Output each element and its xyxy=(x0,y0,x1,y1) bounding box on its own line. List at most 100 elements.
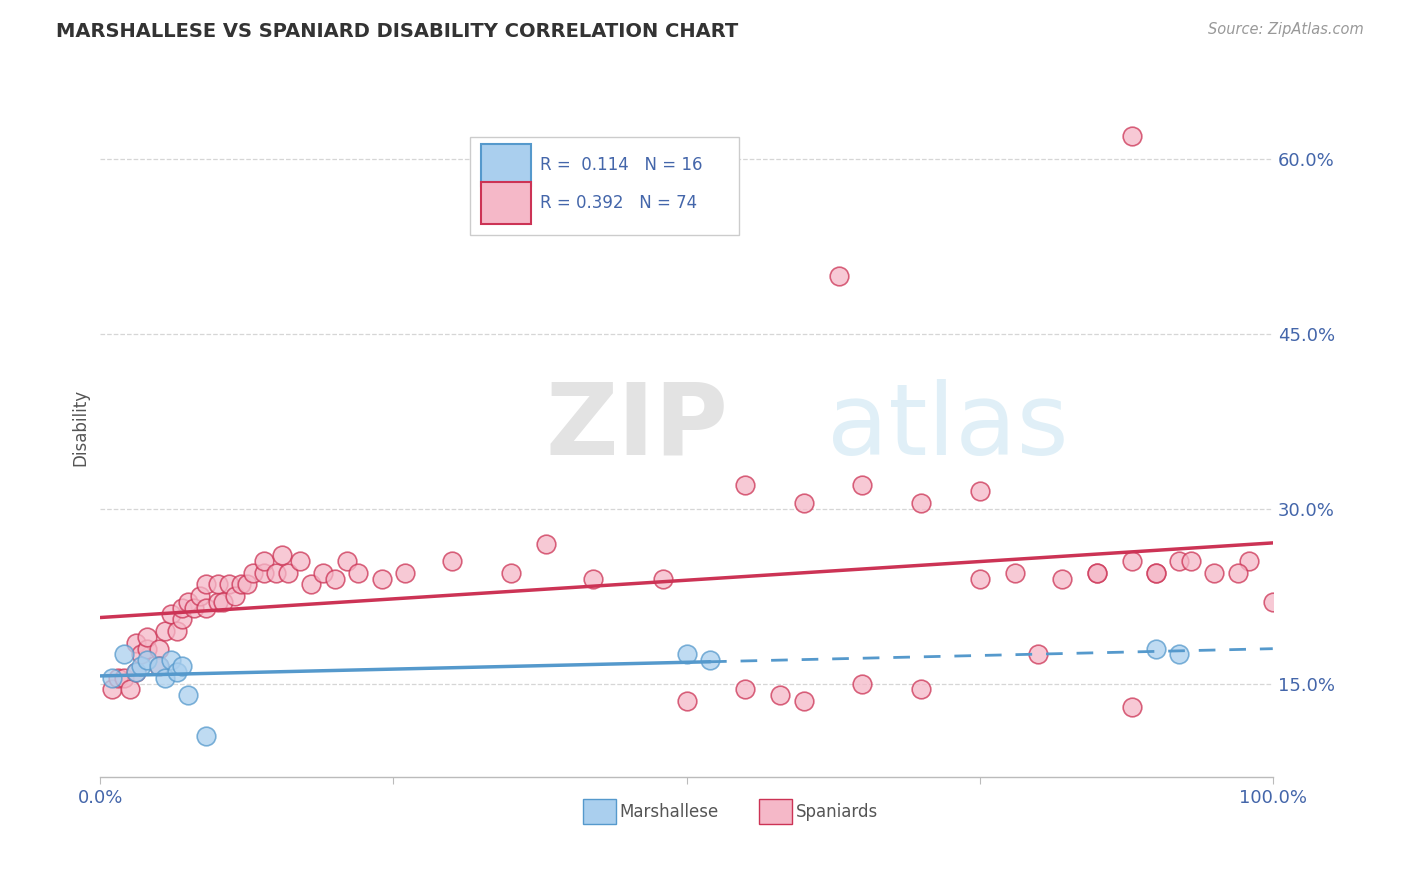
Point xyxy=(675,648,697,662)
Point xyxy=(299,577,322,591)
Point xyxy=(177,595,200,609)
Point xyxy=(166,665,188,679)
Point xyxy=(124,665,146,679)
Text: R = 0.392   N = 74: R = 0.392 N = 74 xyxy=(540,194,697,212)
Point xyxy=(207,577,229,591)
Point xyxy=(910,682,932,697)
Point xyxy=(699,653,721,667)
Point xyxy=(148,659,170,673)
Point xyxy=(335,554,357,568)
FancyBboxPatch shape xyxy=(481,144,530,186)
Text: Marshallese: Marshallese xyxy=(620,803,718,821)
Point xyxy=(136,630,159,644)
Point xyxy=(793,496,815,510)
Point xyxy=(148,659,170,673)
Point xyxy=(229,577,252,591)
Text: ZIP: ZIP xyxy=(546,378,728,475)
Point xyxy=(153,671,176,685)
Point xyxy=(112,671,135,685)
Point xyxy=(212,595,235,609)
Point xyxy=(1026,648,1049,662)
Point xyxy=(253,566,276,580)
Point xyxy=(347,566,370,580)
Point xyxy=(1168,554,1191,568)
Text: MARSHALLESE VS SPANIARD DISABILITY CORRELATION CHART: MARSHALLESE VS SPANIARD DISABILITY CORRE… xyxy=(56,22,738,41)
Point xyxy=(1050,572,1073,586)
Point xyxy=(499,566,522,580)
Point xyxy=(1144,566,1167,580)
Point xyxy=(582,572,605,586)
Point xyxy=(1121,128,1143,143)
Point xyxy=(166,624,188,638)
Point xyxy=(394,566,416,580)
Point xyxy=(1004,566,1026,580)
FancyBboxPatch shape xyxy=(470,136,740,235)
Point xyxy=(242,566,264,580)
Point xyxy=(253,554,276,568)
Point xyxy=(136,641,159,656)
FancyBboxPatch shape xyxy=(583,799,616,824)
Point xyxy=(1144,641,1167,656)
Point xyxy=(1168,648,1191,662)
FancyBboxPatch shape xyxy=(481,182,530,224)
Point xyxy=(675,694,697,708)
Point xyxy=(218,577,240,591)
Text: atlas: atlas xyxy=(827,378,1069,475)
Point xyxy=(277,566,299,580)
Point xyxy=(910,496,932,510)
Point xyxy=(1226,566,1249,580)
Point xyxy=(271,549,294,563)
Y-axis label: Disability: Disability xyxy=(72,389,89,466)
Point xyxy=(969,572,991,586)
Point xyxy=(159,653,181,667)
Point xyxy=(371,572,394,586)
Point xyxy=(124,665,146,679)
Point xyxy=(172,600,194,615)
Point xyxy=(1144,566,1167,580)
Point xyxy=(441,554,464,568)
Point xyxy=(969,484,991,499)
Point xyxy=(136,653,159,667)
Point xyxy=(153,624,176,638)
Point xyxy=(148,641,170,656)
Point xyxy=(769,688,792,702)
Point xyxy=(183,600,205,615)
Point xyxy=(207,595,229,609)
Point xyxy=(118,682,141,697)
Point xyxy=(323,572,346,586)
Point xyxy=(172,612,194,626)
Text: Source: ZipAtlas.com: Source: ZipAtlas.com xyxy=(1208,22,1364,37)
Point xyxy=(172,659,194,673)
Point xyxy=(1239,554,1261,568)
Point xyxy=(194,577,217,591)
Point xyxy=(177,688,200,702)
Point xyxy=(652,572,675,586)
Point xyxy=(159,607,181,621)
Point xyxy=(793,694,815,708)
Text: Spaniards: Spaniards xyxy=(796,803,877,821)
Point xyxy=(1180,554,1202,568)
Point xyxy=(1085,566,1108,580)
Point xyxy=(1085,566,1108,580)
Point xyxy=(734,478,756,492)
Point xyxy=(107,671,129,685)
Point xyxy=(194,600,217,615)
Point xyxy=(288,554,311,568)
Point xyxy=(534,536,557,550)
Point xyxy=(1204,566,1226,580)
Point xyxy=(224,589,246,603)
Text: R =  0.114   N = 16: R = 0.114 N = 16 xyxy=(540,156,703,174)
Point xyxy=(236,577,259,591)
Point xyxy=(264,566,287,580)
Point xyxy=(734,682,756,697)
Point xyxy=(828,268,851,283)
Point xyxy=(312,566,335,580)
Point xyxy=(1121,554,1143,568)
Point xyxy=(112,648,135,662)
Point xyxy=(1261,595,1284,609)
Point xyxy=(131,659,153,673)
Point xyxy=(131,648,153,662)
Point xyxy=(101,682,124,697)
Point xyxy=(124,636,146,650)
Point xyxy=(188,589,211,603)
